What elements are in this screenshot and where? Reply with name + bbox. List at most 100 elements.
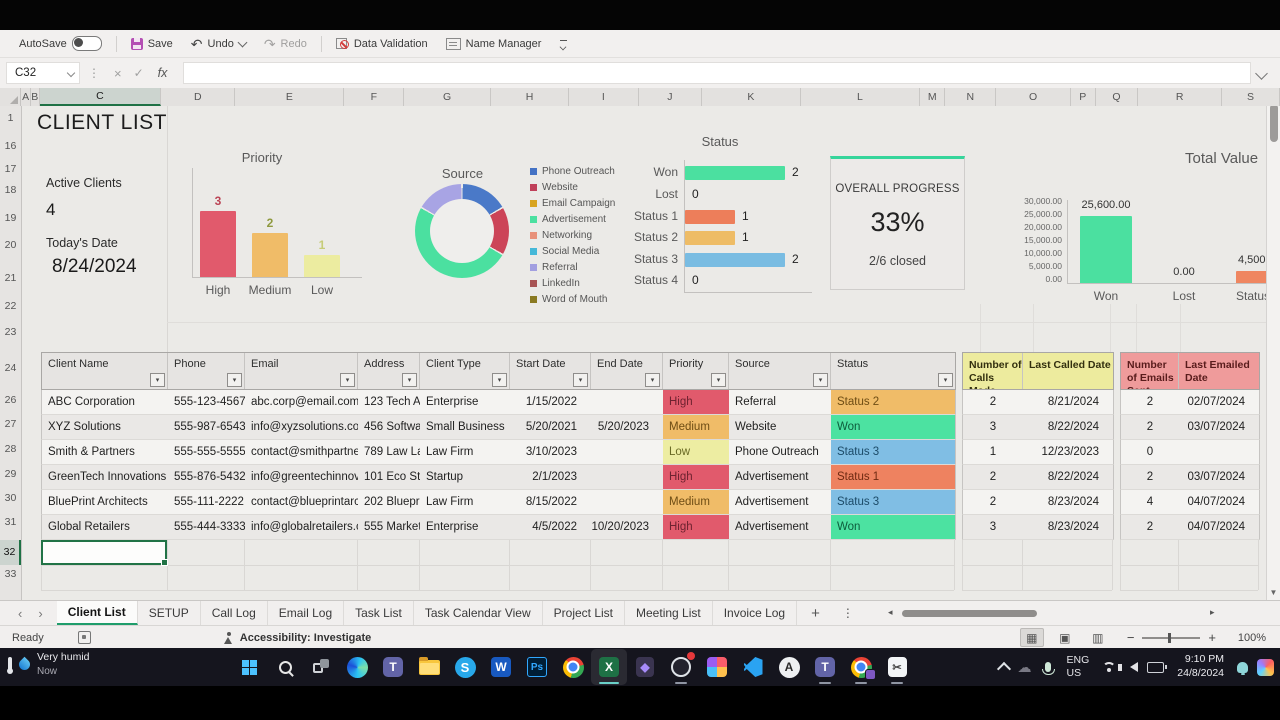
cell-calls[interactable]: 2 — [989, 396, 997, 408]
cell-priority[interactable]: Medium — [663, 490, 729, 514]
edge-icon[interactable] — [339, 649, 375, 685]
table-row[interactable]: 2 8/22/2024 — [962, 465, 1114, 490]
column-header-m[interactable]: M — [920, 88, 946, 106]
sheet-grid[interactable]: 1 16 17 18 19 20 21 22 23 24 26 27 28 29 30 31 32 33 CLIE… — [0, 106, 1280, 600]
word-icon[interactable] — [483, 649, 519, 685]
cell-last-called[interactable]: 8/22/2024 — [1047, 421, 1099, 433]
table-row[interactable]: 4 04/07/2024 — [1120, 490, 1260, 515]
table-row[interactable]: 0 — [1120, 440, 1260, 465]
volume-icon[interactable] — [1118, 662, 1139, 672]
col-header-number-of-emails-sent[interactable]: Number of Emails Sent — [1121, 353, 1179, 389]
overall-progress-card[interactable]: OVERALL PROGRESS 33% 2/6 closed — [830, 156, 965, 290]
clock[interactable]: 9:10 PM 24/8/2024 — [1177, 653, 1224, 680]
cell-status[interactable]: Status 2 — [831, 390, 955, 414]
cell-end[interactable] — [591, 490, 663, 514]
zoom-slider[interactable] — [1142, 632, 1201, 643]
col-header-last-called-date[interactable]: Last Called Date — [1023, 353, 1113, 389]
filter-button[interactable]: ▾ — [711, 373, 726, 387]
filter-button[interactable]: ▾ — [340, 373, 355, 387]
filter-button[interactable]: ▾ — [150, 373, 165, 387]
table-row[interactable]: 2 04/07/2024 — [1120, 515, 1260, 540]
cell-last-emailed[interactable]: 04/07/2024 — [1187, 496, 1245, 508]
teams-2-icon[interactable] — [807, 649, 843, 685]
toolbar-overflow-button[interactable] — [552, 38, 574, 50]
excel-icon[interactable] — [591, 649, 627, 685]
cell-email[interactable]: info@globalretailers.cc — [251, 521, 358, 533]
cell-emails[interactable]: 2 — [1146, 471, 1154, 483]
insert-function-icon[interactable]: fx — [157, 66, 168, 80]
cell-status[interactable]: Won — [831, 515, 955, 539]
filter-button[interactable]: ▾ — [492, 373, 507, 387]
column-header-n[interactable]: N — [945, 88, 997, 106]
row-header-31[interactable]: 31 — [4, 516, 17, 528]
cell-phone[interactable]: 555-987-6543 — [174, 421, 245, 433]
col-header-last-emailed-date[interactable]: Last Emailed Date — [1179, 353, 1259, 389]
cell-emails[interactable]: 0 — [1146, 446, 1154, 458]
column-header-l[interactable]: L — [801, 88, 921, 106]
row-header-29[interactable]: 29 — [4, 468, 17, 480]
zoom-out-button[interactable]: − — [1126, 630, 1135, 645]
search-icon[interactable] — [267, 649, 303, 685]
cell-source[interactable]: Phone Outreach — [735, 446, 819, 458]
col-header-address[interactable]: Address ▾ — [358, 353, 420, 389]
cell-email[interactable]: contact@blueprintarch — [251, 496, 358, 508]
table-row[interactable]: 2 02/07/2024 — [1120, 390, 1260, 415]
cell-last-called[interactable]: 8/23/2024 — [1047, 496, 1099, 508]
cell-last-called[interactable]: 12/23/2023 — [1041, 446, 1099, 458]
hscroll-left-icon[interactable]: ◂ — [888, 607, 893, 617]
save-button[interactable]: Save — [124, 36, 180, 52]
cell-phone[interactable]: 555-876-5432 — [174, 471, 245, 483]
cell-source[interactable]: Advertisement — [735, 496, 809, 508]
filter-button[interactable]: ▾ — [645, 373, 660, 387]
battery-icon[interactable] — [1147, 661, 1168, 673]
priority-chart[interactable]: Priority 3 High 2 Medium 1 Low — [185, 140, 375, 305]
column-header-p[interactable]: P — [1071, 88, 1096, 106]
tab-client-list[interactable]: Client List — [56, 601, 138, 625]
normal-view-button[interactable]: ▦ — [1019, 628, 1044, 647]
row-header-1[interactable]: 1 — [7, 112, 14, 124]
selected-cell-c32[interactable] — [41, 540, 168, 566]
cell-priority[interactable]: Medium — [663, 415, 729, 439]
column-header-r[interactable]: R — [1138, 88, 1223, 106]
tab-task-calendar-view[interactable]: Task Calendar View — [414, 601, 543, 625]
formula-bar-expand-icon[interactable] — [1255, 66, 1268, 80]
cell-source[interactable]: Advertisement — [735, 471, 809, 483]
calls-table[interactable]: Number of Calls MadeLast Called Date 2 8/2… — [962, 352, 1114, 540]
status-chart[interactable]: Status Won 2 Lost 0 Status 1 1 Status 2 1 Status… — [598, 126, 818, 298]
cell-end[interactable]: 10/20/2023 — [591, 521, 649, 533]
column-header-s[interactable]: S — [1222, 88, 1280, 106]
autosave-toggle[interactable]: AutoSave — [12, 34, 109, 53]
cell-address[interactable]: 456 Softwa — [364, 421, 420, 433]
cell-last-emailed[interactable]: 02/07/2024 — [1187, 396, 1245, 408]
cell-calls[interactable]: 2 — [989, 496, 997, 508]
cell-status[interactable]: Status 1 — [831, 465, 955, 489]
row-header-20[interactable]: 20 — [4, 239, 17, 251]
emails-table[interactable]: Number of Emails SentLast Emailed Date 2 0… — [1120, 352, 1260, 540]
cell-emails[interactable]: 2 — [1146, 421, 1154, 433]
row-header-22[interactable]: 22 — [4, 300, 17, 312]
cell-last-called[interactable]: 8/21/2024 — [1047, 396, 1099, 408]
microphone-icon[interactable] — [1041, 662, 1055, 675]
scroll-down-icon[interactable]: ▼ — [1269, 588, 1278, 597]
vscode-icon[interactable] — [735, 649, 771, 685]
macro-record-icon[interactable] — [77, 631, 91, 644]
cell-last-emailed[interactable] — [1179, 440, 1259, 464]
col-header-status[interactable]: Status ▾ — [831, 353, 955, 389]
cell-phone[interactable]: 555-123-4567 — [174, 396, 245, 408]
cell-type[interactable]: Enterprise — [426, 521, 479, 533]
tab-call-log[interactable]: Call Log — [201, 601, 268, 625]
cell-type[interactable]: Small Business — [426, 421, 505, 433]
table-row[interactable]: 3 8/23/2024 — [962, 515, 1114, 540]
enter-icon[interactable]: ✓ — [133, 66, 144, 80]
tab-email-log[interactable]: Email Log — [268, 601, 345, 625]
column-header-b[interactable]: B — [31, 88, 40, 106]
undo-button[interactable]: ↶ Undo — [184, 35, 253, 53]
row-header-32[interactable]: 32 — [0, 540, 21, 565]
chevron-down-icon[interactable] — [66, 68, 76, 78]
cell-last-emailed[interactable]: 04/07/2024 — [1187, 521, 1245, 533]
cell-end[interactable]: 5/20/2023 — [597, 421, 649, 433]
column-header-j[interactable]: J — [639, 88, 703, 106]
total-value-chart[interactable]: Total Value 30,000.00 25,000.00 20,000.00 1… — [1005, 140, 1280, 303]
cell-calls[interactable]: 2 — [989, 471, 997, 483]
cell-address[interactable]: 123 Tech A — [364, 396, 420, 408]
